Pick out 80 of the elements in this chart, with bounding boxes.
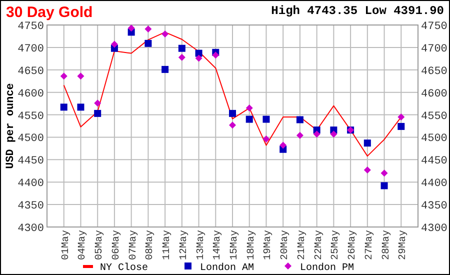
y2-tick-label: 4400 <box>421 178 448 190</box>
y-axis-title: USD per ounce <box>5 82 17 169</box>
point <box>364 166 371 174</box>
point <box>144 40 152 47</box>
y-tick-label: 4350 <box>18 200 44 213</box>
x-tick-label: 21May <box>296 230 308 260</box>
point <box>110 40 118 48</box>
point <box>246 104 253 112</box>
point <box>280 142 287 149</box>
y2-tick-label: 4700 <box>421 43 448 56</box>
x-tick-label: 22May <box>314 230 325 260</box>
y-tick-label: 4750 <box>18 21 44 33</box>
y2-tick-label: 4300 <box>421 223 448 235</box>
point <box>313 130 320 138</box>
point <box>195 54 202 62</box>
point <box>77 72 84 80</box>
point <box>229 122 236 129</box>
point <box>128 24 135 32</box>
point <box>398 122 405 130</box>
y-tick-label: 4450 <box>18 156 44 168</box>
point <box>212 52 220 59</box>
y2-tick-label: 4750 <box>421 21 448 33</box>
point <box>144 26 152 33</box>
point <box>229 110 236 117</box>
x-tick-label: 12May <box>178 230 190 260</box>
x-tick-label: 15May <box>230 230 240 260</box>
x-tick-label: 14May <box>212 230 224 260</box>
point <box>364 140 371 147</box>
y2-tick-label: 4650 <box>421 66 448 78</box>
legend-label: NY Close <box>100 262 148 274</box>
point <box>77 104 84 111</box>
y2-tick-label: 4350 <box>421 200 448 213</box>
x-tick-label: 27May <box>364 230 376 260</box>
y-tick-label: 4700 <box>18 43 44 56</box>
chart-title: 30 Day Gold <box>6 4 93 21</box>
y-tick-label: 4400 <box>18 178 44 190</box>
x-tick-label: 20May <box>280 230 292 260</box>
y-tick-label: 4300 <box>18 223 44 235</box>
point <box>262 136 270 143</box>
x-tick-label: 13May <box>196 230 207 260</box>
point <box>262 116 270 123</box>
point <box>330 130 338 138</box>
y2-tick-label: 4450 <box>421 156 448 168</box>
point <box>178 54 186 61</box>
y2-tick-label: 4500 <box>421 133 448 146</box>
point <box>60 104 68 111</box>
point <box>380 170 388 177</box>
point <box>296 132 304 139</box>
point <box>296 116 304 124</box>
point <box>380 182 388 190</box>
point <box>246 116 253 123</box>
y2-tick-label: 4550 <box>421 110 448 123</box>
y-tick-label: 4650 <box>18 66 44 78</box>
x-tick-label: 05May <box>94 230 106 260</box>
point <box>398 114 405 121</box>
point <box>94 100 102 107</box>
x-tick-label: 28May <box>381 230 392 260</box>
x-tick-label: 11May <box>162 230 174 260</box>
legend-label: London AM <box>200 262 254 274</box>
x-tick-label: 06May <box>111 230 122 260</box>
x-tick-label: 07May <box>128 230 140 260</box>
x-tick-label: 19May <box>263 230 274 260</box>
y-tick-label: 4550 <box>18 110 44 123</box>
point <box>162 66 169 73</box>
x-tick-label: 29May <box>398 230 410 260</box>
point <box>178 44 186 52</box>
y2-tick-label: 4600 <box>421 88 448 100</box>
point <box>60 72 68 80</box>
x-tick-label: 08May <box>145 230 156 260</box>
x-tick-label: 18May <box>246 230 258 260</box>
legend-label: London PM <box>300 262 354 274</box>
x-tick-label: 26May <box>348 230 359 260</box>
y-tick-label: 4500 <box>18 133 44 146</box>
point <box>162 30 169 38</box>
x-tick-label: 25May <box>330 230 342 260</box>
x-tick-label: 04May <box>78 230 89 260</box>
x-tick-label: 01May <box>60 230 72 260</box>
point <box>94 110 102 117</box>
text: High 4743.35 Low 4391.90 <box>271 4 444 18</box>
y-tick-label: 4600 <box>18 88 44 100</box>
